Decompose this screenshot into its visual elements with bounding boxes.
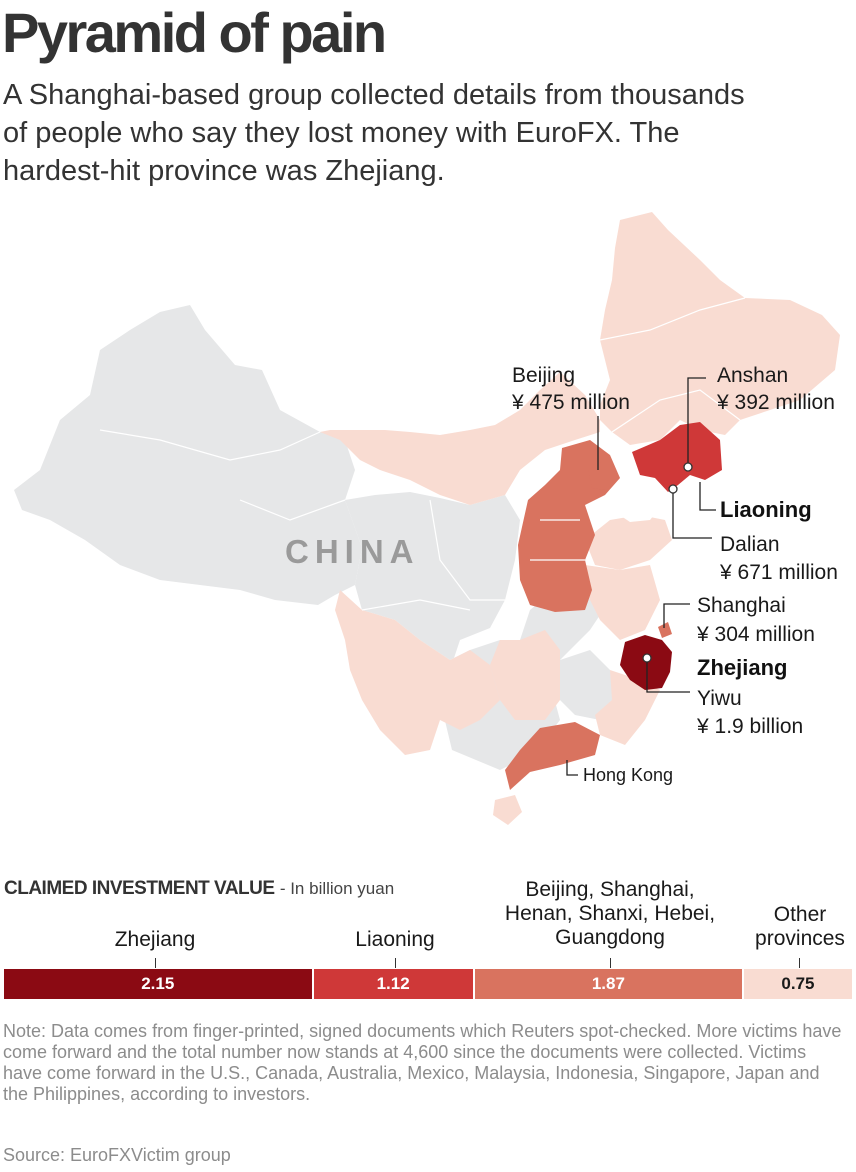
bar-segment-group: 1.87 (474, 969, 744, 999)
dalian-name: Dalian (720, 533, 780, 556)
province-central-light (585, 565, 660, 640)
dalian-dot (668, 484, 678, 494)
province-beijing-mid (588, 460, 615, 490)
shanghai-name: Shanghai (697, 594, 786, 617)
china-map: CHINA Beijing ¥ 475 million Anshan ¥ 392… (14, 212, 840, 825)
tick-other (799, 958, 800, 968)
segment-label-group: Beijing, Shanghai, Henan, Shanxi, Hebei,… (504, 878, 716, 949)
grey-region-west (14, 305, 362, 605)
province-southwest-light (335, 590, 500, 755)
yiwu-name: Yiwu (697, 687, 742, 710)
dalian-leader (672, 493, 712, 539)
province-guangdong-mid (505, 722, 600, 790)
subtitle: A Shanghai-based group collected details… (3, 79, 745, 187)
shanghai-value: ¥ 304 million (696, 623, 815, 646)
province-shandong-light (585, 515, 672, 570)
bar-segment-other: 0.75 (743, 969, 852, 999)
chart-heading-unit: - In billion yuan (279, 879, 395, 898)
province-shanghai-mid (658, 622, 672, 638)
chart-heading: CLAIMED INVESTMENT VALUE - In billion yu… (4, 878, 394, 900)
country-label: CHINA (285, 533, 420, 570)
liaoning-name: Liaoning (720, 497, 812, 522)
bohai-sea (615, 485, 662, 522)
province-borders (99, 297, 746, 611)
beijing-value: ¥ 475 million (511, 391, 630, 414)
segment-label-liaoning: Liaoning (355, 928, 435, 951)
tick-liaoning (395, 958, 396, 968)
province-south-light (490, 630, 560, 720)
grey-region-southeast (560, 650, 615, 720)
liaoning-leader (699, 482, 716, 511)
yiwu-value: ¥ 1.9 billion (696, 715, 803, 738)
anshan-value: ¥ 392 million (716, 391, 835, 414)
tick-group (610, 958, 611, 968)
yiwu-dot (642, 653, 652, 663)
dalian-value: ¥ 671 million (719, 561, 838, 584)
tick-zhejiang (155, 958, 156, 968)
source: Source: EuroFXVictim group (3, 1145, 231, 1165)
segment-label-other: Other provinces (755, 903, 845, 950)
beijing-name: Beijing (512, 364, 575, 387)
page-title: Pyramid of pain (2, 1, 387, 64)
yiwu-leader (646, 662, 690, 693)
bar-segment-liaoning: 1.12 (313, 969, 475, 999)
hongkong-name: Hong Kong (583, 765, 673, 785)
shanghai-leader (663, 603, 690, 628)
note: Note: Data comes from finger-printed, si… (3, 1021, 842, 1104)
anshan-dot (683, 462, 693, 472)
chart-heading-title: CLAIMED INVESTMENT VALUE (4, 878, 275, 899)
province-liaoning (632, 422, 722, 492)
anshan-leader (687, 377, 706, 465)
bar-segment-zhejiang: 2.15 (4, 969, 314, 999)
segment-label-zhejiang: Zhejiang (114, 928, 196, 951)
hongkong-leader (566, 760, 578, 776)
zhejiang-name: Zhejiang (697, 655, 787, 680)
investment-bar: 2.15 1.12 1.87 0.75 (4, 969, 852, 999)
anshan-name: Anshan (717, 364, 788, 387)
province-hainan-light (493, 795, 522, 825)
